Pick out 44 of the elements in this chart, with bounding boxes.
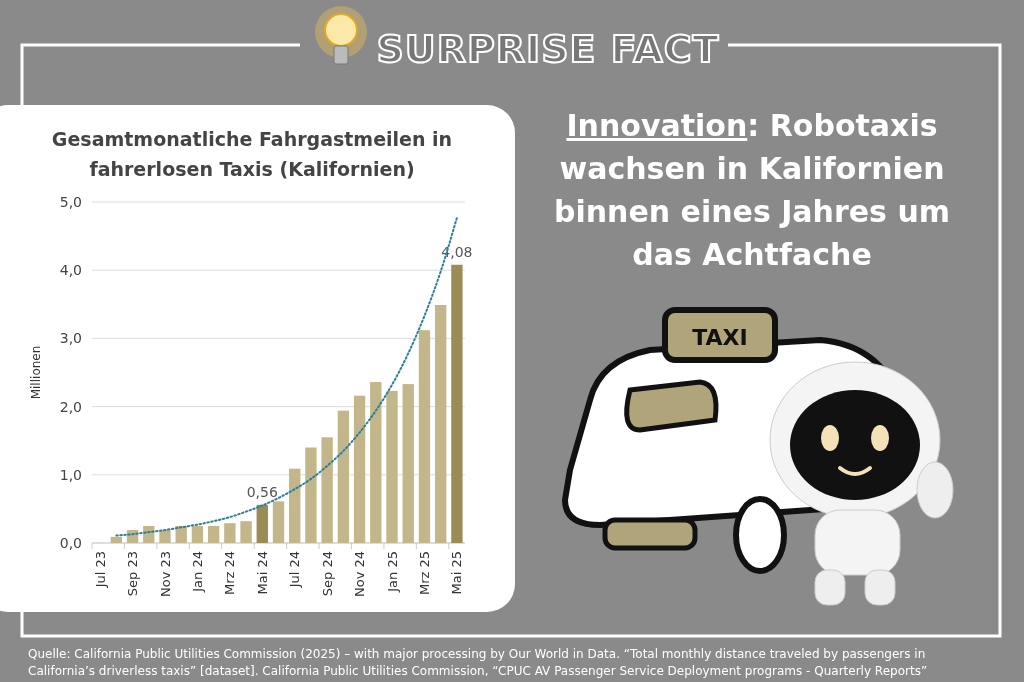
x-tick-label: Nov 23 [157,551,173,598]
x-tick-label: Jul 24 [287,551,303,589]
bar [386,390,398,543]
bar [305,447,317,543]
bar [207,525,220,543]
bar [418,330,431,543]
bar [110,536,122,543]
y-tick-label: 0,0 [59,534,82,551]
x-tick-label: Mai 25 [449,551,465,595]
bar [289,468,301,543]
bar [435,304,447,543]
bar [321,437,333,543]
x-tick-label: Jul 23 [92,551,108,589]
x-tick-label: Mrz 24 [222,551,238,596]
bar [224,523,236,543]
x-tick-label: Mrz 25 [417,551,433,596]
x-tick-label: Sep 24 [319,551,335,597]
y-tick-label: 5,0 [59,193,82,210]
chart-title: Gesamtmonatliche Fahrgastmeilen in fahrerlosen Taxis (Kalifornien) [51,128,453,180]
bar [191,525,204,543]
x-tick-label: Nov 24 [352,551,368,598]
bar [353,395,366,543]
y-tick-label: 3,0 [59,330,82,347]
x-tick-label: Jan 24 [189,551,205,593]
y-tick-label: 4,0 [59,262,82,279]
bar [451,264,463,543]
text: Innovation: Robotaxis wachsen in Kalifornien binnen eines Jahres um das Achtfache [553,108,951,272]
data-label: 0,56 [246,483,278,500]
bar [256,504,268,543]
x-tick-label: Jan 25 [384,551,400,593]
y-axis-title: Millionen [29,345,43,400]
bar [402,384,414,543]
bar [370,382,382,543]
y-tick-label: 2,0 [59,398,82,415]
x-tick-label: Mai 24 [254,551,270,595]
data-label: 4,08 [441,243,473,260]
y-tick-label: 1,0 [59,466,82,483]
x-tick-label: Sep 23 [125,551,141,597]
text: SURPRISE FACT [376,27,720,71]
bar [272,501,285,543]
source-note: Quelle: California Public Utilities Commission (2025) – with major processing by Our World in Data. “Total monthly distance traveled by passengers in California’s driverless taxis” [dataset]. California Public Utilities Commission, “CPUC AV Passenger Service Deployment programs - Quarterly Reports” [28,647,928,678]
bar [159,530,171,543]
bar [337,410,350,543]
bar [240,521,252,543]
